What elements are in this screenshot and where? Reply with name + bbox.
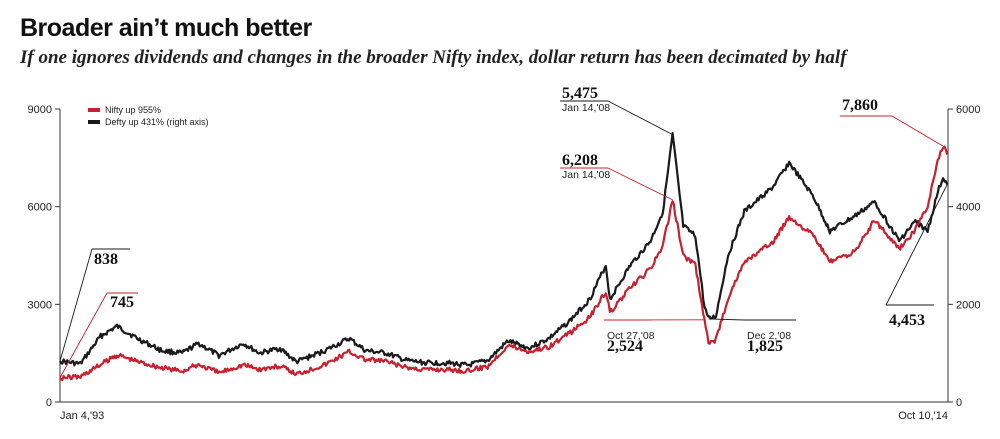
chart-subtitle: If one ignores dividends and changes in … bbox=[20, 47, 847, 68]
annotation-leader bbox=[59, 292, 108, 378]
legend-defty-swatch bbox=[88, 120, 100, 124]
right-tick-label: 2000 bbox=[956, 299, 980, 311]
right-tick-label: 0 bbox=[956, 397, 962, 409]
annotation-leader bbox=[607, 100, 673, 136]
annotation-value: 5,475 bbox=[562, 85, 598, 102]
annotation-date: Dec 2,'08 bbox=[747, 330, 791, 342]
chart-title: Broader ain’t much better bbox=[20, 14, 312, 42]
left-tick-label: 3000 bbox=[28, 299, 52, 311]
annotation-value: 745 bbox=[110, 294, 134, 311]
annotation-date: Jan 14,'08 bbox=[562, 169, 610, 181]
annotation-leader bbox=[59, 248, 93, 362]
right-tick-label: 6000 bbox=[956, 104, 980, 116]
nifty-series-line bbox=[59, 145, 949, 382]
annotation-date: Jan 14,'08 bbox=[562, 102, 610, 114]
annotation-leader bbox=[891, 115, 944, 147]
annotation-value: 7,860 bbox=[842, 97, 878, 114]
annotation-value: 6,208 bbox=[562, 152, 598, 169]
annotation-value: 1,825 bbox=[747, 338, 783, 355]
annotation-leader bbox=[885, 184, 948, 306]
legend-nifty-label: Nifty up 955% bbox=[105, 105, 161, 115]
x-end-label: Oct 10,'14 bbox=[898, 410, 948, 422]
x-start-label: Jan 4,'93 bbox=[60, 410, 104, 422]
annotation-value: 838 bbox=[94, 251, 118, 268]
defty-series-line bbox=[59, 132, 949, 368]
left-tick-label: 6000 bbox=[28, 202, 52, 214]
annotation-value: 4,453 bbox=[889, 312, 925, 329]
legend-nifty-swatch bbox=[88, 108, 100, 112]
annotation-leader bbox=[708, 318, 745, 321]
left-tick-label: 9000 bbox=[28, 104, 52, 116]
right-tick-label: 4000 bbox=[956, 202, 980, 214]
left-tick-label: 0 bbox=[46, 397, 52, 409]
legend-defty-label: Defty up 431% (right axis) bbox=[105, 117, 209, 127]
annotation-leader bbox=[607, 167, 673, 201]
annotation-date: Oct 27,'08 bbox=[607, 330, 655, 342]
annotation-value: 2,524 bbox=[607, 338, 643, 355]
